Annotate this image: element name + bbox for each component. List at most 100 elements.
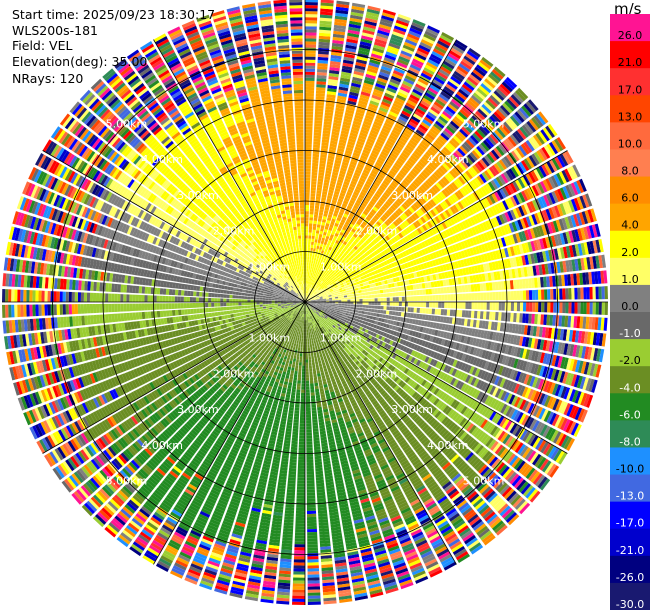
velocity-gate	[595, 286, 599, 300]
velocity-gate	[319, 20, 332, 25]
velocity-gate	[308, 281, 311, 285]
velocity-gate	[358, 134, 367, 141]
velocity-gate	[308, 290, 310, 294]
velocity-gate	[504, 291, 509, 301]
velocity-gate	[394, 67, 406, 75]
velocity-gate	[328, 263, 332, 268]
velocity-gate	[353, 299, 357, 302]
velocity-gate	[391, 311, 396, 316]
velocity-gate	[306, 280, 309, 285]
velocity-gate	[577, 302, 581, 314]
velocity-gate	[334, 253, 339, 258]
velocity-gate	[323, 231, 327, 236]
velocity-gate	[318, 50, 329, 55]
velocity-gate	[318, 41, 330, 46]
velocity-gate	[306, 268, 309, 272]
velocity-gate	[568, 302, 572, 314]
velocity-gate	[426, 61, 438, 70]
velocity-gate	[345, 194, 351, 200]
velocity-gate	[394, 123, 404, 131]
velocity-gate	[328, 253, 332, 258]
velocity-gate	[364, 17, 378, 24]
velocity-gate	[355, 293, 360, 297]
velocity-gate	[361, 88, 372, 94]
velocity-gate	[571, 302, 575, 314]
velocity-gate	[315, 202, 320, 207]
velocity-gate	[305, 23, 317, 27]
velocity-gate	[363, 117, 373, 124]
velocity-gate	[321, 247, 326, 251]
velocity-gate	[308, 268, 310, 273]
velocity-gate	[314, 108, 324, 112]
velocity-gate	[305, 138, 313, 142]
velocity-gate	[442, 60, 455, 70]
velocity-gate	[310, 202, 315, 206]
velocity-gate	[394, 144, 403, 152]
velocity-gate	[339, 83, 349, 89]
velocity-gate	[306, 293, 308, 297]
velocity-gate	[321, 256, 325, 261]
velocity-gate	[417, 302, 421, 307]
velocity-gate	[320, 11, 333, 16]
velocity-gate	[492, 311, 496, 321]
velocity-gate	[413, 290, 417, 296]
velocity-gate	[305, 202, 310, 206]
velocity-gate	[559, 288, 563, 300]
velocity-gate	[327, 85, 338, 90]
velocity-gate	[401, 296, 405, 302]
velocity-gate	[305, 38, 317, 42]
velocity-gate	[316, 264, 319, 268]
velocity-gate	[339, 221, 345, 227]
velocity-gate	[320, 5, 334, 10]
velocity-gate	[313, 132, 322, 137]
velocity-gate	[327, 214, 333, 219]
velocity-gate	[320, 8, 333, 13]
velocity-gate	[413, 307, 417, 313]
velocity-gate	[351, 194, 358, 199]
velocity-gate	[319, 157, 327, 162]
velocity-gate	[368, 189, 375, 195]
velocity-gate	[329, 146, 337, 151]
velocity-gate	[449, 309, 454, 317]
velocity-gate	[315, 90, 326, 94]
velocity-gate	[358, 307, 363, 311]
velocity-gate	[382, 165, 390, 172]
velocity-gate	[450, 294, 454, 301]
velocity-gate	[323, 179, 330, 184]
velocity-gate	[341, 202, 348, 208]
velocity-gate	[428, 308, 433, 315]
velocity-gate	[516, 302, 521, 312]
velocity-gate	[361, 188, 368, 194]
velocity-gate	[307, 281, 310, 285]
velocity-gate	[317, 175, 324, 180]
velocity-gate	[308, 275, 311, 279]
velocity-gate	[311, 278, 314, 283]
velocity-gate	[340, 229, 346, 234]
velocity-gate	[380, 297, 384, 302]
velocity-gate	[310, 196, 316, 200]
velocity-gate	[388, 81, 400, 88]
velocity-gate	[380, 65, 392, 73]
velocity-gate	[314, 120, 323, 125]
velocity-gate	[419, 289, 423, 295]
velocity-gate	[305, 174, 311, 178]
velocity-gate	[333, 225, 338, 230]
velocity-gate	[316, 81, 327, 85]
velocity-gate	[354, 169, 362, 175]
velocity-gate	[323, 185, 329, 190]
velocity-gate	[314, 208, 319, 213]
velocity-gate	[334, 15, 348, 21]
velocity-gate	[333, 256, 337, 261]
velocity-gate	[426, 295, 430, 301]
velocity-gate	[326, 217, 332, 222]
velocity-gate	[312, 226, 317, 231]
velocity-gate	[341, 127, 350, 132]
velocity-gate	[323, 127, 331, 132]
velocity-gate	[550, 302, 554, 313]
velocity-gate	[305, 214, 309, 218]
velocity-gate	[380, 182, 388, 189]
velocity-gate	[432, 295, 436, 301]
velocity-gate	[363, 23, 377, 30]
velocity-gate	[332, 33, 345, 39]
velocity-gate	[419, 308, 424, 314]
